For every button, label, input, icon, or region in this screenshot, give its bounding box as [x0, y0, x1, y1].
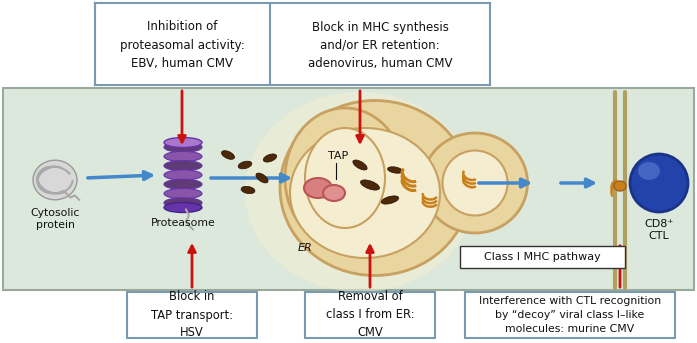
Ellipse shape — [164, 179, 202, 189]
Ellipse shape — [33, 160, 77, 200]
Ellipse shape — [422, 133, 528, 233]
Ellipse shape — [164, 202, 202, 213]
Ellipse shape — [638, 162, 660, 180]
Ellipse shape — [280, 100, 470, 275]
Ellipse shape — [164, 138, 202, 147]
FancyBboxPatch shape — [127, 292, 257, 338]
Text: Cytosolic
protein: Cytosolic protein — [30, 208, 79, 230]
Text: Class I MHC pathway: Class I MHC pathway — [484, 252, 601, 262]
Ellipse shape — [304, 178, 332, 198]
Ellipse shape — [222, 151, 234, 159]
Ellipse shape — [443, 151, 507, 215]
Ellipse shape — [353, 160, 367, 170]
Ellipse shape — [360, 180, 379, 190]
Text: TAP: TAP — [328, 151, 348, 161]
Ellipse shape — [256, 173, 268, 183]
Ellipse shape — [290, 128, 440, 258]
Ellipse shape — [164, 188, 202, 199]
Text: Block in
TAP transport:
HSV: Block in TAP transport: HSV — [151, 291, 233, 340]
Ellipse shape — [164, 198, 202, 208]
Text: Interference with CTL recognition
by “decoy” viral class I–like
molecules: murin: Interference with CTL recognition by “de… — [479, 296, 661, 334]
Ellipse shape — [388, 167, 402, 173]
FancyBboxPatch shape — [460, 246, 625, 268]
Ellipse shape — [164, 142, 202, 152]
Ellipse shape — [164, 161, 202, 171]
Text: ER: ER — [298, 243, 312, 253]
Ellipse shape — [164, 151, 202, 162]
FancyBboxPatch shape — [465, 292, 675, 338]
Ellipse shape — [245, 92, 475, 292]
Text: CD8⁺
CTL: CD8⁺ CTL — [644, 219, 673, 241]
FancyBboxPatch shape — [305, 292, 435, 338]
Ellipse shape — [614, 181, 626, 191]
Text: Proteasome: Proteasome — [151, 218, 215, 228]
Ellipse shape — [381, 196, 399, 204]
Ellipse shape — [323, 185, 345, 201]
Text: Block in MHC synthesis
and/or ER retention:
adenovirus, human CMV: Block in MHC synthesis and/or ER retenti… — [308, 21, 452, 70]
Ellipse shape — [241, 186, 255, 194]
Text: Removal of
class I from ER:
CMV: Removal of class I from ER: CMV — [325, 291, 414, 340]
Ellipse shape — [630, 154, 688, 212]
FancyBboxPatch shape — [3, 88, 694, 290]
Ellipse shape — [238, 161, 252, 169]
Ellipse shape — [285, 108, 405, 248]
Ellipse shape — [263, 154, 277, 162]
Ellipse shape — [164, 170, 202, 180]
Ellipse shape — [305, 128, 385, 228]
Text: Inhibition of
proteasomal activity:
EBV, human CMV: Inhibition of proteasomal activity: EBV,… — [120, 21, 245, 70]
